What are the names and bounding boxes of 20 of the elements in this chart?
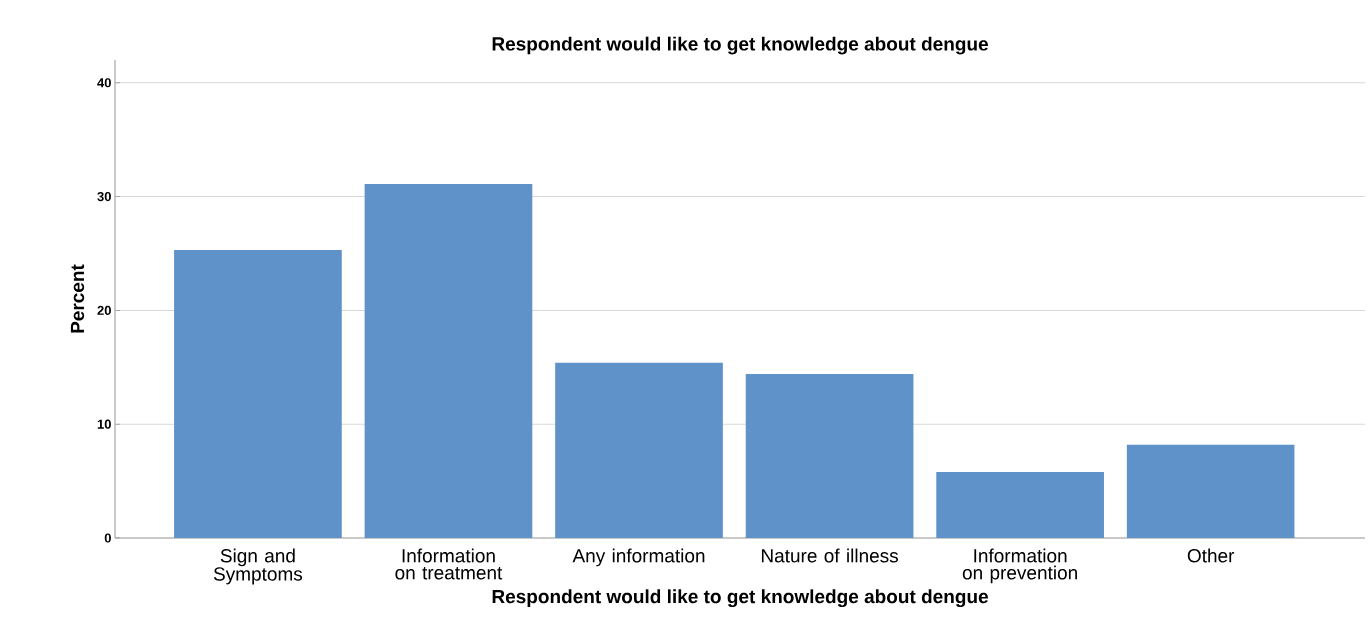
y-tick-label: 30 [97, 191, 111, 202]
x-tick-label: Information on prevention [962, 548, 1077, 584]
y-tick-label: 10 [97, 419, 111, 429]
bar [745, 374, 914, 538]
bar [555, 362, 723, 538]
x-tick-label: Information on treatment [395, 548, 503, 580]
bar [174, 250, 342, 538]
chart-title: Respondent would like to get knowledge about dengue [492, 36, 988, 55]
y-tick-label: 0 [104, 533, 111, 543]
x-tick-label: Any information [572, 548, 705, 567]
bar [364, 184, 533, 538]
x-tick-label: Nature of illness [761, 548, 899, 563]
bar [1126, 444, 1295, 538]
y-tick-label: 20 [97, 305, 111, 315]
y-tick-label: 40 [97, 78, 111, 88]
x-axis-title: Respondent would like to get knowledge about dengue [492, 589, 988, 608]
x-tick-label: Other [1187, 548, 1235, 563]
bar [936, 471, 1104, 538]
x-tick-label: Sign and Symptoms [213, 548, 303, 585]
y-axis-title: Percent [70, 264, 85, 333]
